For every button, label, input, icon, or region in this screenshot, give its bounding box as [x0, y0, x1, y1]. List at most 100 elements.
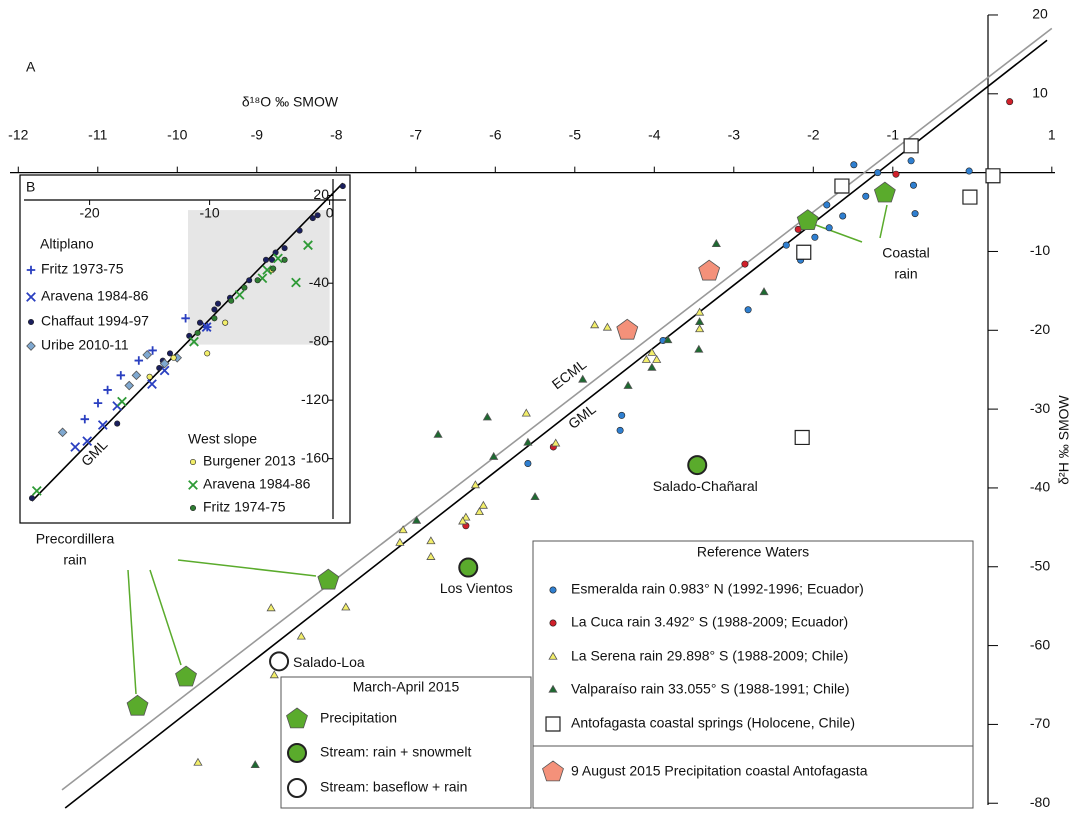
data-point	[474, 507, 484, 516]
data-point	[461, 512, 471, 521]
data-point	[281, 256, 288, 263]
data-point	[317, 568, 340, 590]
callout-line	[812, 223, 863, 243]
legend-marker	[549, 586, 557, 594]
legend-marker	[549, 619, 557, 627]
callout-line	[127, 569, 137, 695]
data-point	[647, 347, 657, 356]
data-point	[57, 427, 68, 438]
data-point	[687, 455, 708, 476]
x-axis-label: δ¹⁸O ‰ SMOW	[242, 94, 339, 110]
data-point	[250, 760, 260, 769]
data-point	[201, 322, 212, 332]
panel-label: A	[26, 59, 36, 75]
legend-label: Fritz 1973-75	[41, 261, 124, 277]
data-point	[296, 227, 303, 234]
callout-line	[149, 569, 182, 666]
data-point	[341, 602, 351, 611]
data-point	[759, 287, 769, 296]
data-point	[602, 322, 612, 331]
legend-label: Valparaíso rain 33.055° S (1988-1991; Ch…	[571, 681, 850, 697]
data-point	[211, 315, 218, 322]
annotation: Coastal	[882, 245, 929, 261]
x-tick-label: -20	[79, 205, 99, 221]
data-point	[291, 277, 301, 288]
data-point	[590, 320, 600, 329]
y-tick-label: -40	[309, 274, 329, 290]
data-point	[234, 290, 245, 300]
legend-marker	[287, 778, 307, 798]
x-tick-label: -4	[648, 126, 661, 142]
legend-label: Aravena 1984-86	[41, 288, 149, 304]
legend-label: Stream: baseflow + rain	[320, 779, 467, 795]
data-point	[551, 438, 561, 447]
panel-label: B	[26, 179, 35, 195]
x-tick-label: -9	[251, 126, 264, 142]
data-point	[892, 170, 900, 178]
data-point	[146, 373, 153, 380]
legend-marker	[189, 458, 197, 466]
data-point	[794, 429, 810, 446]
data-point	[246, 277, 253, 284]
legend-title: Reference Waters	[697, 544, 809, 560]
data-point	[694, 344, 704, 353]
data-point	[126, 694, 149, 716]
data-point	[907, 157, 915, 165]
data-point	[131, 370, 142, 381]
data-point	[395, 537, 405, 546]
data-point	[82, 436, 93, 447]
legend-marker	[188, 480, 198, 490]
data-point	[578, 374, 588, 383]
callout-line	[879, 204, 888, 239]
callout-lines	[127, 204, 888, 695]
data-point	[269, 651, 290, 672]
data-point	[695, 324, 705, 333]
data-point	[103, 385, 112, 395]
data-point	[116, 371, 126, 380]
data-point	[741, 260, 749, 268]
legend-marker	[27, 318, 35, 326]
data-point	[281, 245, 288, 252]
x-tick-label: 0	[326, 205, 334, 221]
data-point	[114, 420, 121, 427]
data-point	[214, 300, 222, 307]
data-point	[470, 480, 481, 489]
y-tick-label: -10	[1030, 242, 1050, 258]
data-point	[193, 757, 203, 766]
legend-label: Precipitation	[320, 710, 397, 726]
data-point	[711, 239, 721, 248]
data-point	[489, 451, 499, 460]
y-tick-label: -30	[1030, 400, 1050, 416]
data-point	[426, 552, 436, 560]
legend-title: West slope	[188, 431, 257, 447]
data-point	[270, 265, 277, 272]
data-point	[147, 379, 157, 389]
y-tick-label: -80	[1030, 794, 1050, 810]
legend-box	[280, 676, 532, 809]
y-tick-label: -80	[309, 332, 329, 348]
legend-label: La Serena rain 29.898° S (1988-2009; Chi…	[571, 648, 848, 664]
data-point	[985, 168, 1001, 184]
data-point	[744, 306, 752, 314]
data-point	[175, 665, 197, 687]
x-tick-label: -7	[410, 126, 423, 142]
data-point	[647, 362, 657, 371]
y-tick-label: 20	[313, 186, 329, 202]
data-point	[262, 265, 273, 275]
data-point	[142, 350, 153, 360]
data-point	[530, 492, 540, 501]
data-point	[303, 240, 313, 251]
legend-marker	[26, 341, 36, 351]
highlight-region	[188, 210, 330, 345]
legend-label: Antofagasta coastal springs (Holocene, C…	[571, 715, 855, 731]
data-point	[965, 167, 973, 175]
data-point	[269, 670, 279, 679]
data-point	[159, 358, 170, 369]
data-point	[433, 429, 443, 438]
data-point	[156, 364, 163, 372]
y-tick-label: 10	[1032, 85, 1048, 101]
data-point	[181, 314, 190, 323]
data-point	[663, 335, 673, 344]
x-tick-label: -8	[330, 126, 343, 142]
